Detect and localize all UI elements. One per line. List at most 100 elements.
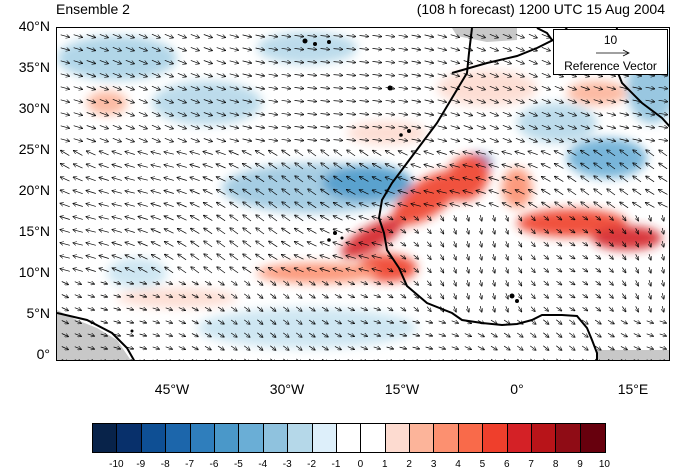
wind-vector [424,100,434,102]
wind-vector [321,189,330,196]
wind-vector [152,295,160,297]
wind-vector [100,321,108,323]
wind-vector [87,347,95,349]
wind-vector [178,334,185,337]
wind-vector [530,306,535,312]
wind-vector [242,126,252,128]
wind-vector [204,358,211,360]
shading-layer [57,32,669,348]
wind-vector [347,203,356,208]
wind-vector [308,215,317,221]
wind-vector [204,228,213,235]
wind-vector [112,151,122,156]
wind-vector [86,177,96,182]
wind-vector [374,360,381,361]
wind-vector [320,75,330,76]
wind-vector [569,281,574,284]
wind-vector [151,216,161,221]
wind-vector [334,150,343,157]
wind-vector [359,101,369,102]
wind-vector [230,164,239,169]
wind-vector [190,138,199,141]
wind-vector [441,228,444,233]
wind-vector [555,176,564,182]
wind-vector [242,87,252,89]
wind-vector [493,306,495,312]
wind-vector [61,334,68,337]
wind-vector [346,256,356,259]
wind-vector [178,347,185,350]
colorbar-tick-label: -10 [109,459,124,470]
wind-vector [73,100,83,103]
wind-vector [125,111,134,115]
wind-vector [60,113,70,115]
wind-vector [320,88,330,89]
wind-vector [164,137,173,141]
wind-vector [112,255,122,260]
wind-vector [385,48,395,49]
wind-vector [125,46,134,50]
wind-vector [620,189,629,196]
wind-vector [281,74,291,75]
wind-vector [451,334,459,336]
wind-vector [515,72,524,76]
wind-vector [333,269,343,272]
wind-vector [489,33,498,37]
wind-vector [165,347,173,349]
wind-vector [164,152,174,154]
wind-vector [567,112,576,115]
wind-vector [515,98,524,102]
wind-vector [203,152,213,155]
wind-vector [282,345,289,350]
wind-vector [269,215,278,222]
wind-vector [203,138,212,142]
wind-vector [595,267,601,272]
wind-vector [502,72,511,76]
wind-vector [620,202,629,209]
wind-vector [489,98,498,102]
wind-vector [333,114,343,115]
wind-vector [190,177,200,182]
wind-vector [437,126,447,128]
wind-vector [441,254,444,259]
wind-vector [86,125,96,129]
wind-vector [425,347,433,349]
wind-vector [191,295,198,298]
wind-vector [451,321,459,323]
wind-vector [307,36,317,37]
wind-vector [412,321,420,323]
wind-vector [99,47,108,50]
wind-vector [294,139,304,140]
wind-vector [138,98,147,102]
wind-vector [333,101,343,102]
wind-vector [321,150,330,157]
wind-vector [467,254,469,260]
wind-vector [411,178,421,181]
wind-vector [281,113,291,114]
wind-vector [334,359,341,360]
wind-vector [217,254,226,261]
wind-vector [593,125,603,129]
wind-vector [152,242,161,247]
wind-vector [74,282,81,285]
wind-vector [294,87,304,88]
wind-vector [464,334,471,337]
wind-vector [74,321,81,324]
wind-vector [633,163,642,170]
wind-vector [151,191,161,194]
wind-vector [60,126,70,128]
wind-vector [257,280,262,285]
wind-vector [151,85,160,90]
wind-vector [543,254,549,259]
wind-vector [645,100,655,102]
wind-vector [387,360,394,361]
wind-vector [502,98,511,102]
wind-vector [569,268,574,271]
wind-vector [294,126,304,127]
wind-vector [489,46,498,50]
wind-vector [400,307,406,310]
wind-vector [503,319,510,324]
wind-vector [515,164,525,169]
wind-vector [543,228,549,233]
wind-vector [295,293,302,298]
